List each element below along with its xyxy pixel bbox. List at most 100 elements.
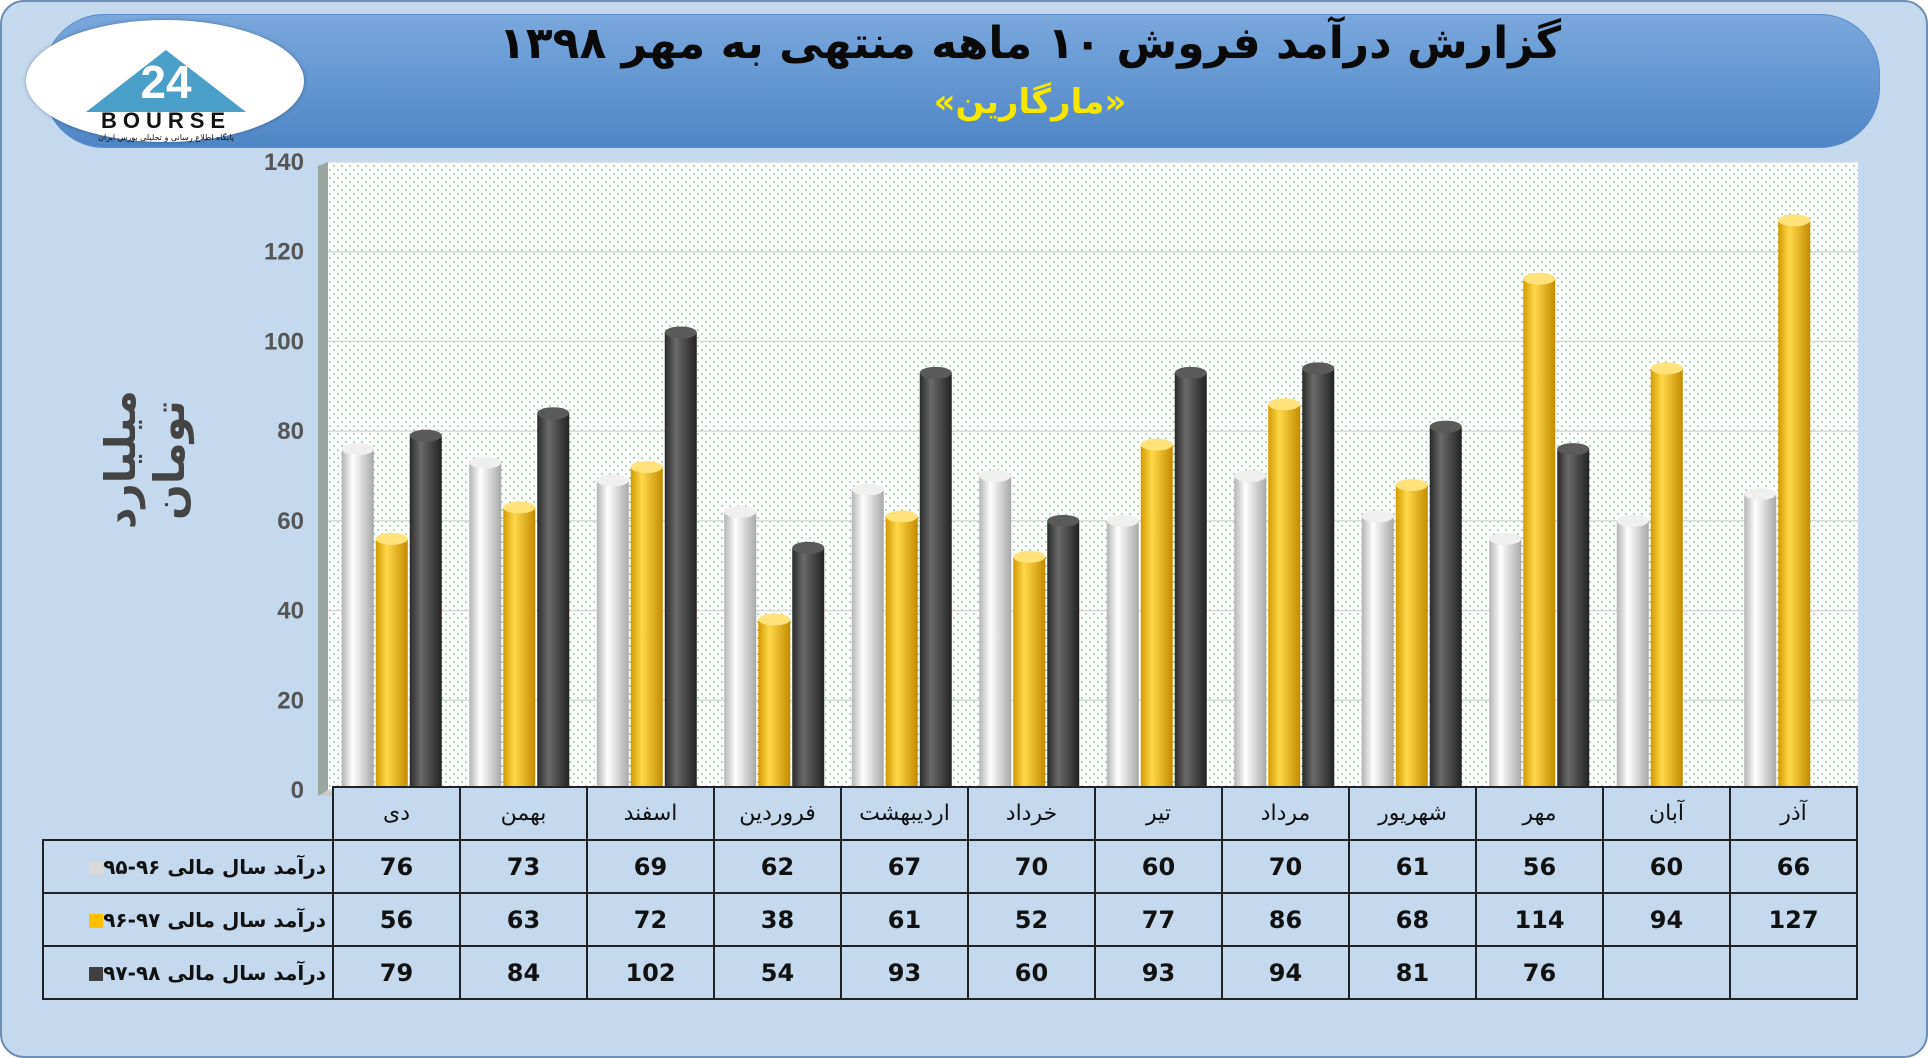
- series-name: درآمد سال مالی ۹۷-۹۶: [103, 907, 326, 932]
- bar-body: [1268, 404, 1301, 790]
- bar: [469, 456, 502, 790]
- x-tick-label: تیر: [1094, 786, 1223, 841]
- bar: [979, 470, 1012, 790]
- bar-cap: [979, 470, 1012, 482]
- bar-cap: [469, 456, 502, 469]
- bar-cap: [1778, 214, 1811, 227]
- table-cell: [1729, 945, 1858, 1000]
- logo-graphic: 24 BOURSE پایگاه اطلاع رسانی و تحلیلی بو…: [86, 50, 246, 142]
- table-row: درآمد سال مالی ۹۸-۹۷ 79 84 102 54 93 60 93 94 81 7…: [42, 945, 1858, 1000]
- bar-body: [1395, 484, 1428, 790]
- logo-tagline: پایگاه اطلاع رسانی و تحلیلی بورس ایران: [98, 132, 234, 142]
- table-cell: 60: [1602, 839, 1731, 894]
- bar-body: [919, 372, 952, 790]
- bar-cap: [1047, 514, 1080, 527]
- table-cell: 93: [840, 945, 969, 1000]
- bar-cap: [792, 541, 825, 554]
- table-cell: [1602, 945, 1731, 1000]
- bar-body: [1744, 493, 1777, 790]
- bar-cap: [537, 407, 570, 420]
- bar: [724, 505, 757, 790]
- bar-body: [1361, 516, 1394, 790]
- bar: [1013, 550, 1046, 790]
- x-tick-label: آذر: [1729, 786, 1858, 841]
- legend-swatch: [89, 967, 104, 981]
- series-name: درآمد سال مالی ۹۶-۹۵: [103, 854, 326, 879]
- table-cell: 79: [332, 945, 461, 1000]
- bar: [1361, 510, 1394, 790]
- bar: [596, 474, 629, 790]
- y-tick-label: 120: [264, 239, 304, 266]
- x-tick-label: آبان: [1602, 786, 1731, 841]
- bar-cap: [1361, 510, 1394, 523]
- table-cell: 69: [586, 839, 715, 894]
- table-cell: 93: [1094, 945, 1223, 1000]
- bar: [1302, 362, 1335, 790]
- table-cell: 60: [1094, 839, 1223, 894]
- bar-body: [1557, 449, 1590, 790]
- table-cell: 60: [967, 945, 1096, 1000]
- y-tick-label: 80: [277, 418, 304, 445]
- x-tick-label: مرداد: [1221, 786, 1350, 841]
- table-cell: 66: [1729, 839, 1858, 894]
- y-tick-label: 0: [291, 777, 304, 800]
- chart-title: گزارش درآمد فروش ۱۰ ماهه منتهی به مهر ۱۳…: [498, 18, 1562, 69]
- bar: [851, 483, 884, 790]
- bar: [919, 366, 952, 790]
- bar: [630, 461, 663, 790]
- bar: [1616, 514, 1649, 790]
- table-cell: 67: [840, 839, 969, 894]
- bar-cap: [1268, 398, 1301, 411]
- table-corner: [43, 787, 333, 840]
- bar: [1174, 366, 1207, 790]
- bar: [792, 541, 825, 790]
- table-cell: 56: [1475, 839, 1604, 894]
- bar-cap: [1234, 470, 1267, 482]
- bar: [1489, 532, 1522, 790]
- bar-cap: [341, 443, 374, 456]
- bar-body: [469, 462, 502, 790]
- bar: [1106, 514, 1139, 790]
- bar-body: [341, 449, 374, 790]
- bars: [341, 214, 1811, 791]
- table-cell: 77: [1094, 892, 1223, 947]
- bar-cap: [1106, 514, 1139, 527]
- table-cell: 56: [332, 892, 461, 947]
- x-tick-label: دی: [332, 786, 461, 841]
- bar-body: [1489, 538, 1522, 790]
- bar-cap: [630, 461, 663, 474]
- bar: [1429, 420, 1462, 790]
- bar: [537, 407, 570, 790]
- bar-cap: [758, 613, 791, 626]
- bar-cap: [724, 505, 757, 518]
- logo-number: 24: [140, 56, 192, 108]
- bar-body: [1650, 368, 1683, 790]
- series-name: درآمد سال مالی ۹۸-۹۷: [103, 960, 326, 985]
- bar: [758, 613, 791, 790]
- table-cell: 94: [1602, 892, 1731, 947]
- table-cell: 72: [586, 892, 715, 947]
- bar-cap: [409, 429, 442, 442]
- bar-chart: 0 20 40 60 80 100 120 140: [264, 149, 1858, 800]
- bar-body: [1234, 476, 1267, 790]
- bar-body: [630, 467, 663, 790]
- x-tick-label: اسفند: [586, 786, 715, 841]
- bar-cap: [1523, 272, 1556, 285]
- bar-body: [885, 516, 918, 790]
- table-cell: 76: [332, 839, 461, 894]
- y-tick-label: 140: [264, 149, 304, 176]
- table-cell: 52: [967, 892, 1096, 947]
- table-cell: 102: [586, 945, 715, 1000]
- table-cell: 38: [713, 892, 842, 947]
- bar-cap: [1140, 438, 1173, 451]
- bar-body: [851, 489, 884, 790]
- plot-background: [328, 162, 1858, 790]
- table-header-row: دی بهمن اسفند فروردین اردیبهشت خرداد تیر مرداد ش…: [43, 786, 1858, 841]
- table-cell: 61: [840, 892, 969, 947]
- bar-cap: [596, 474, 629, 487]
- bar: [1778, 214, 1811, 791]
- bar-body: [1302, 368, 1335, 790]
- table-cell: 73: [459, 839, 588, 894]
- bar-cap: [1302, 362, 1335, 375]
- bar-cap: [1174, 366, 1207, 379]
